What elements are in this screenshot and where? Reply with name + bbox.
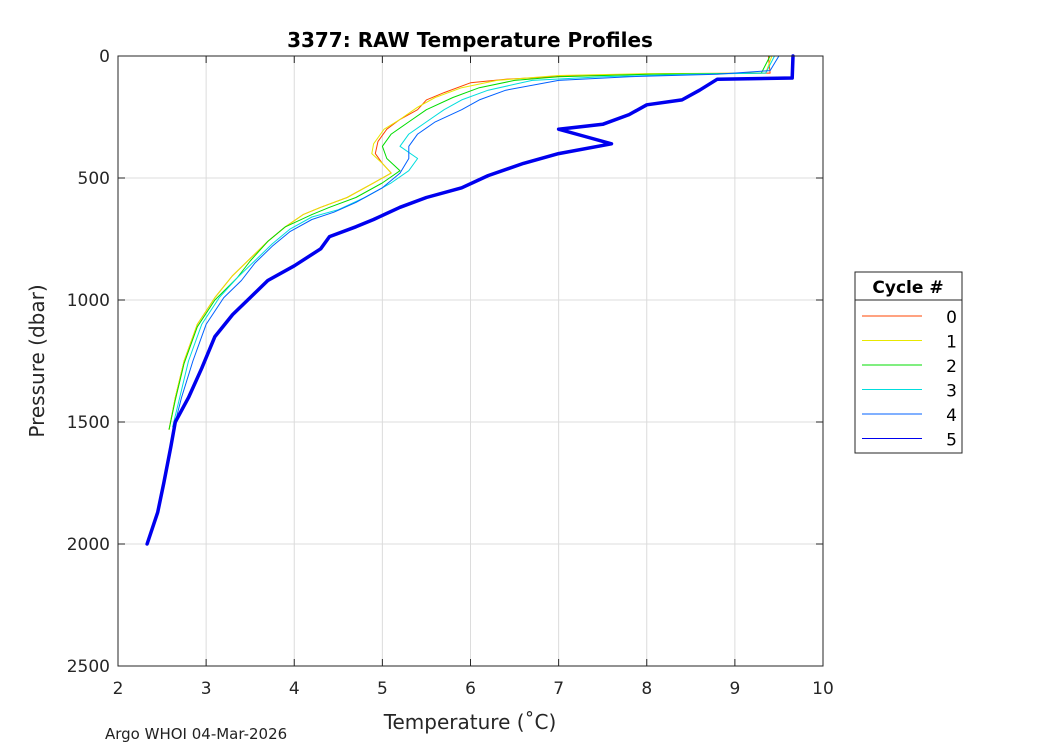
x-tick-label: 10 [812, 679, 834, 699]
series-line-cycle-2 [168, 55, 771, 430]
legend-label-cycle-0: 0 [946, 308, 957, 328]
y-tick-label: 2000 [67, 535, 110, 555]
x-tick-label: 5 [377, 679, 388, 699]
series-line-cycle-3 [172, 55, 775, 428]
chart-title: 3377: RAW Temperature Profiles [287, 28, 653, 52]
legend-label-cycle-5: 5 [946, 431, 957, 451]
legend-label-cycle-1: 1 [946, 333, 957, 353]
axes: 2 3 4 5 6 7 8 9 10 0 500 1000 1500 2000 2500 [67, 47, 834, 699]
x-tick-label: 4 [289, 679, 300, 699]
x-tick-label: 3 [201, 679, 212, 699]
series-line-cycle-1 [168, 55, 773, 430]
x-tick-label: 8 [641, 679, 652, 699]
legend-label-cycle-2: 2 [946, 357, 957, 377]
x-tick-label: 6 [465, 679, 476, 699]
legend-box [854, 271, 963, 454]
x-axis-label: Temperature (˚C) [383, 710, 557, 734]
y-axis-label: Pressure (dbar) [25, 284, 49, 437]
y-tick-label: 500 [78, 169, 110, 189]
y-tick-label: 1000 [67, 291, 110, 311]
legend-label-cycle-3: 3 [946, 382, 957, 402]
legend: Cycle # 0 1 2 3 4 5 [854, 271, 963, 454]
x-tick-label: 9 [729, 679, 740, 699]
footer-note: Argo WHOI 04-Mar-2026 [105, 725, 288, 743]
y-tick-label: 2500 [67, 657, 110, 677]
x-tick-label: 2 [113, 679, 124, 699]
x-tick-label: 7 [553, 679, 564, 699]
legend-title: Cycle # [872, 278, 943, 298]
y-tick-label: 1500 [67, 413, 110, 433]
series-line-cycle-5 [145, 54, 795, 546]
series-group [145, 54, 795, 546]
y-tick-label: 0 [99, 47, 110, 67]
legend-label-cycle-4: 4 [946, 406, 957, 426]
series-line-cycle-4 [174, 55, 780, 423]
